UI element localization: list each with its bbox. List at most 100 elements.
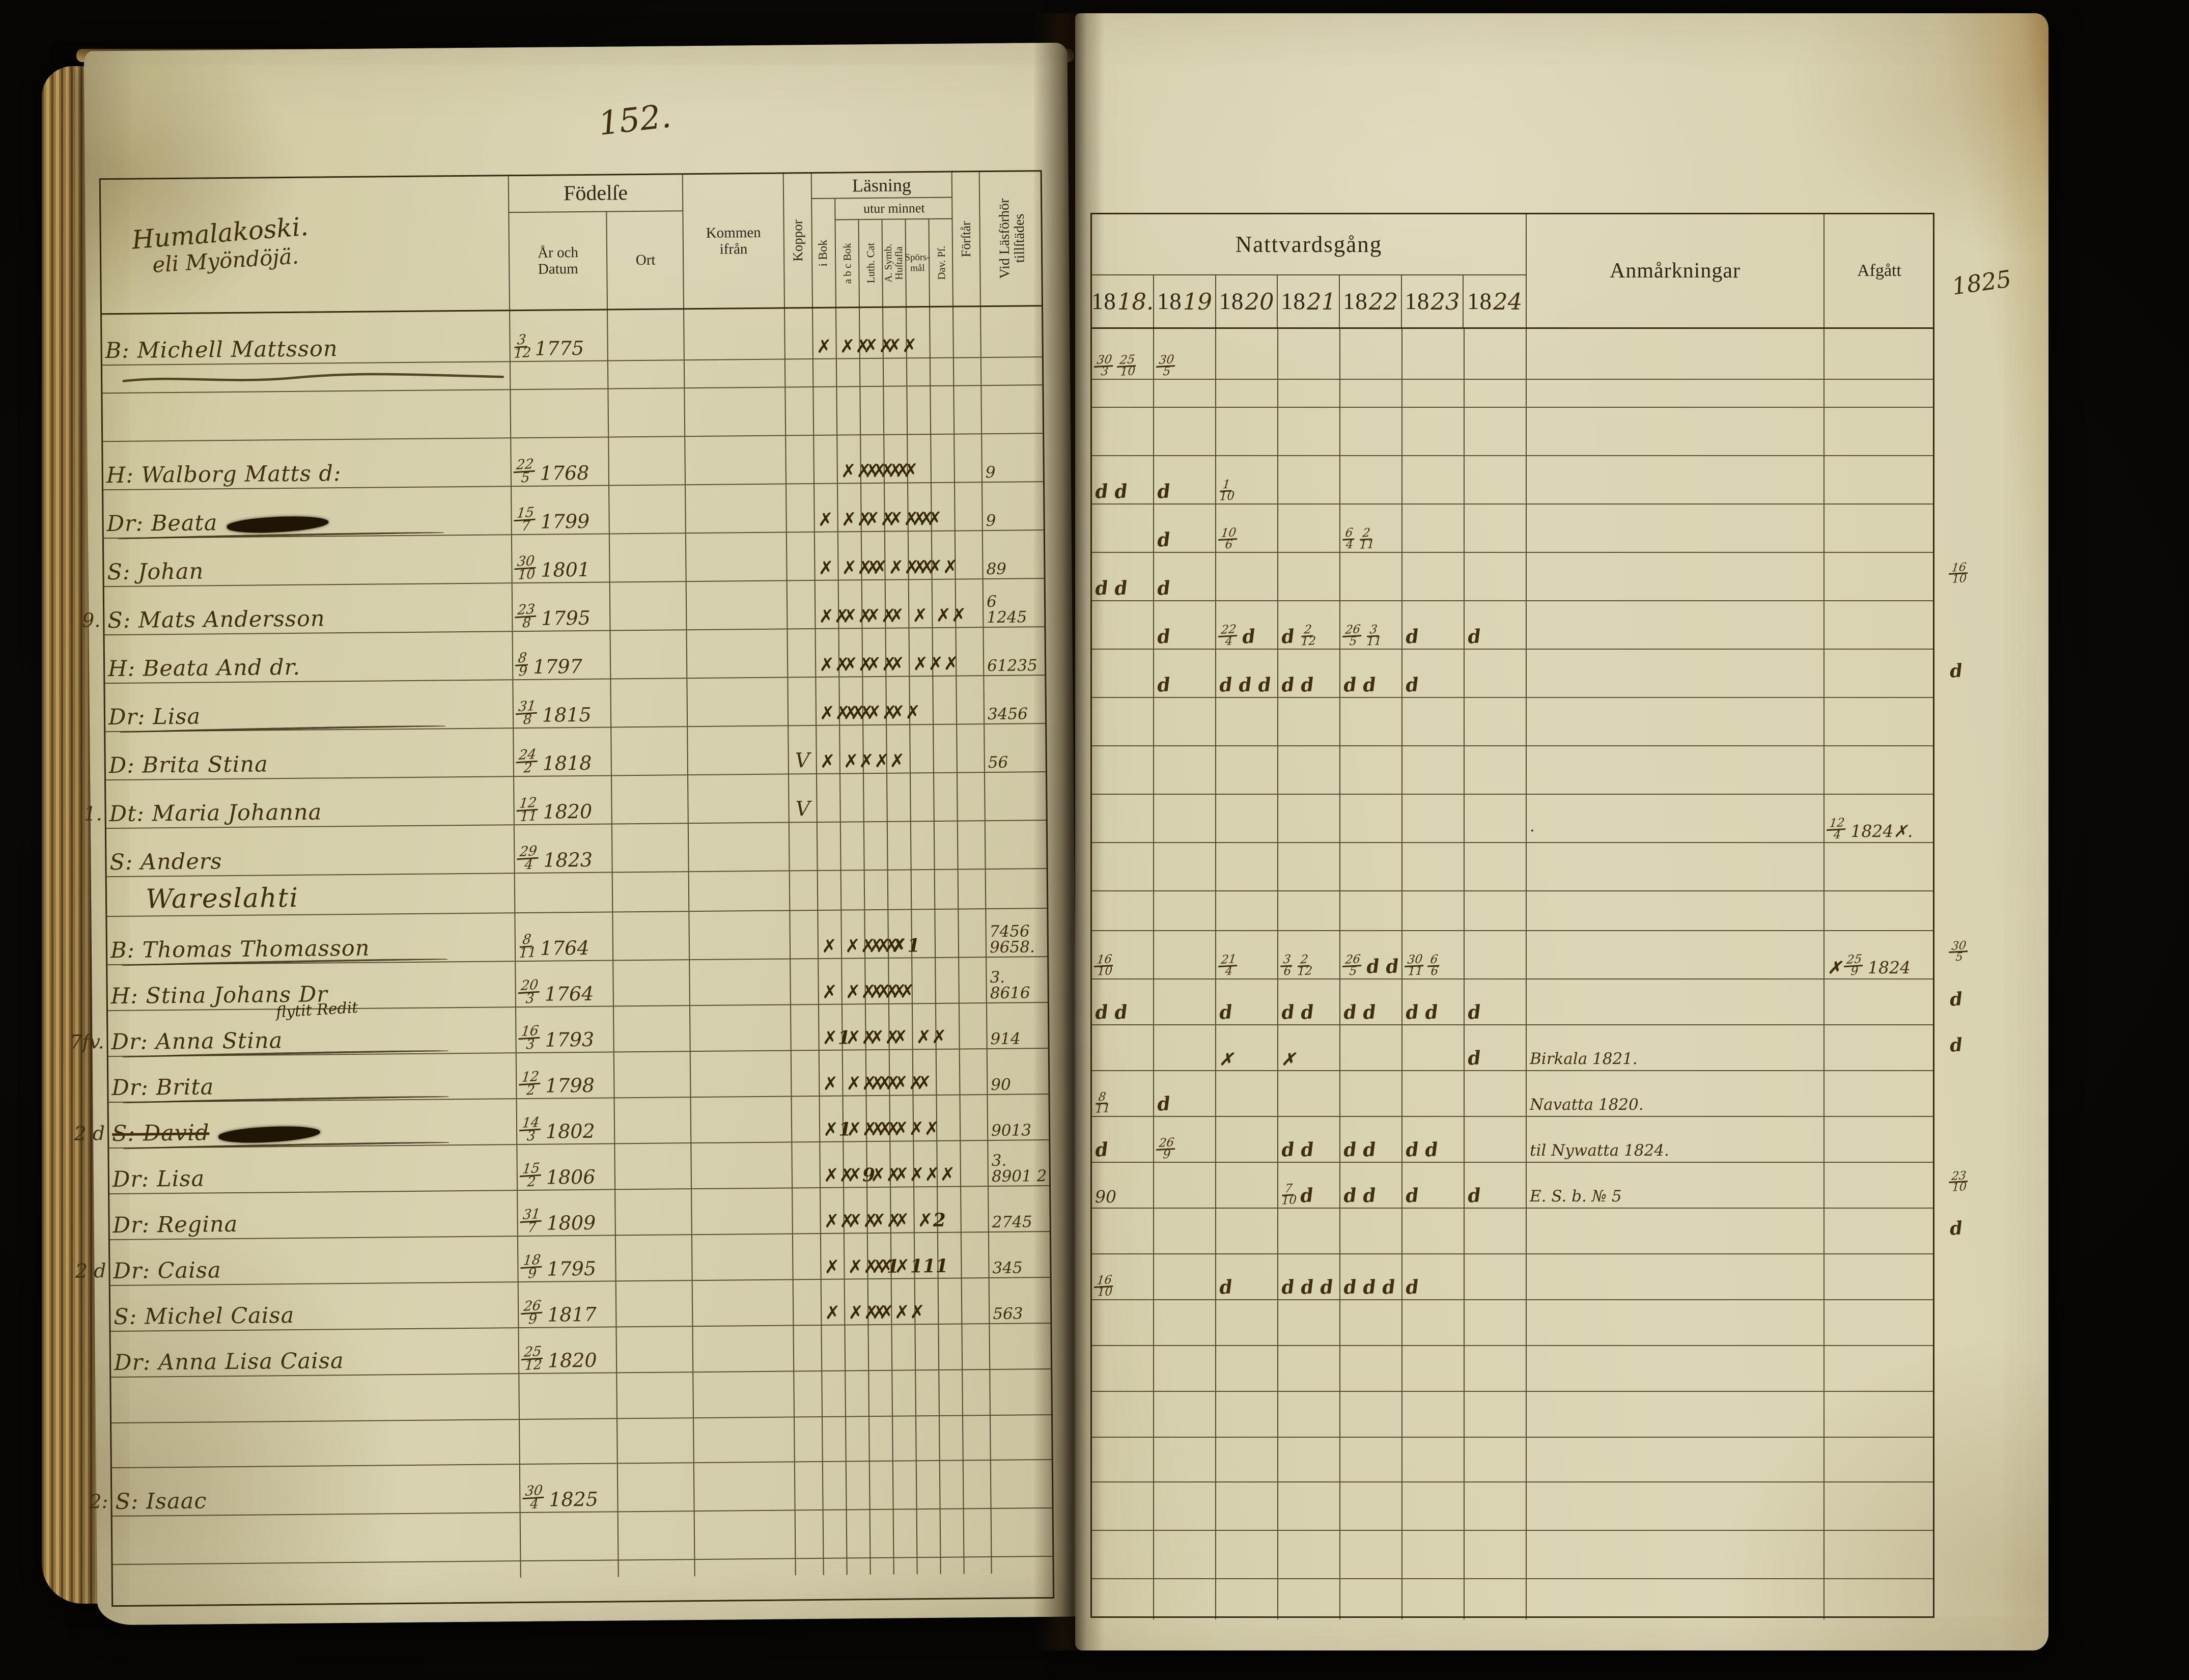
vid-lasforhor-cell: 2745 xyxy=(992,1213,1032,1232)
communion-year-cell xyxy=(1154,698,1216,745)
communion-year-cell xyxy=(1402,456,1465,503)
forstar-cell xyxy=(959,1003,988,1049)
communion-year-cell xyxy=(1402,1482,1465,1530)
table-row: 16 10 d d d d d d d d xyxy=(1092,1254,1933,1300)
vid-lasforhor-cell xyxy=(992,1508,1056,1556)
right-rows: 30 3 25 10 30 5 d d d 1 10 d 10 6 6 4 2 11 d d d d 22 4 d d 2 12 26 5… xyxy=(1092,329,1933,1619)
name-cell: 9. S: Mats Andersson xyxy=(82,583,513,635)
reading-marks-cell: ✗✗✗✗ xyxy=(840,725,905,773)
reading-marks-cell xyxy=(938,1278,963,1324)
extra-year-header: 1825 xyxy=(1939,213,2040,326)
communion-year-cell xyxy=(1154,1300,1216,1345)
table-row: Dr: Brita 12 2 1798 ✗ ✗✗✗ ✗✗ ✗✗ ✗ 90 xyxy=(108,1049,1049,1103)
reading-marks-cell xyxy=(887,822,912,870)
table-row: ✗ ✗ d Birkala 1821. xyxy=(1092,1025,1933,1071)
forstar-cell xyxy=(955,434,983,482)
ort-cell xyxy=(618,1511,695,1560)
extra-year-cell xyxy=(1939,695,2040,743)
vid-lasforhor-cell: 61235 xyxy=(987,656,1037,676)
birth-date-cell: 15 7 1799 xyxy=(512,486,610,535)
vid-lasforhor-cell xyxy=(985,772,1049,820)
reading-marks-cell xyxy=(823,1510,848,1558)
vid-lasforhor-cell: 9 xyxy=(986,511,996,530)
reading-marks-cell xyxy=(840,774,864,822)
reading-marks-cell: ✗✗ xyxy=(862,628,897,677)
reading-marks-cell: ✗✗ xyxy=(863,677,897,725)
forstar-cell xyxy=(957,773,986,821)
communion-year-cell: d xyxy=(1154,456,1216,503)
extra-year-cell xyxy=(1939,1297,2040,1343)
reading-marks-cell xyxy=(907,307,931,358)
afgatt-cell: ✗ 25 9 1824 xyxy=(1828,952,1911,978)
year-header-cell: 18 19 xyxy=(1154,275,1216,327)
reading-marks-cell xyxy=(935,909,960,957)
birth-date-cell xyxy=(511,389,609,438)
communion-year-cell: d xyxy=(1402,1254,1465,1299)
reading-marks-cell xyxy=(933,676,958,724)
reading-marks-cell: ✗✗ xyxy=(838,484,872,531)
communion-year-cell xyxy=(1216,329,1278,379)
header-sporsmal: Spörs- mål xyxy=(905,219,930,306)
kommen-cell xyxy=(690,1005,792,1051)
communion-year-cell: 6 4 2 11 xyxy=(1340,505,1402,552)
table-row xyxy=(1092,698,1933,746)
left-rows: B: Michell Mattsson 3 12 1775 ✗ ✗✗ ✗✗ ✗✗ H: Walb… xyxy=(70,306,1056,1582)
communion-year-cell xyxy=(1092,505,1154,552)
communion-year-cell xyxy=(1092,1579,1154,1619)
communion-year-cell xyxy=(1465,891,1527,930)
ort-cell xyxy=(613,912,690,960)
afgatt-cell xyxy=(1825,1482,1934,1530)
communion-year-cell: 7 10 d xyxy=(1278,1163,1340,1208)
communion-year-cell xyxy=(1402,1392,1465,1437)
extra-year-cell xyxy=(1939,326,2040,377)
anmarkning-cell: til Nywatta 1824. xyxy=(1527,1117,1825,1162)
reading-marks-cell xyxy=(817,822,841,870)
communion-year-cell xyxy=(1278,1579,1340,1619)
reading-marks-cell xyxy=(936,1003,960,1049)
reading-marks-cell xyxy=(916,1370,940,1416)
birth-date-cell xyxy=(510,361,609,389)
reading-marks-cell xyxy=(932,483,956,530)
birth-date-cell: 8 9 1797 xyxy=(513,631,611,680)
anmarkning-cell xyxy=(1527,601,1825,649)
communion-year-cell: d xyxy=(1216,979,1278,1024)
koppor-cell xyxy=(788,629,817,677)
table-row: 7fv. Dr: Anna Stina flytit Redit 16 3 1793 ✗1 ✗… xyxy=(70,999,1048,1057)
communion-year-cell xyxy=(1465,329,1527,379)
communion-year-cell xyxy=(1465,380,1527,407)
table-row xyxy=(111,1369,1052,1424)
reading-marks-cell xyxy=(871,1558,894,1575)
communion-year-cell: d xyxy=(1402,1163,1465,1208)
communion-year-cell xyxy=(1340,1209,1402,1253)
vid-lasforhor-cell: 9013 xyxy=(991,1121,1032,1140)
reading-marks-cell xyxy=(863,725,887,773)
koppor-cell xyxy=(787,532,816,580)
communion-year-cell xyxy=(1154,746,1216,794)
anmarkning-cell xyxy=(1527,843,1825,890)
communion-year-cell xyxy=(1154,931,1216,978)
reading-marks-cell xyxy=(813,387,838,435)
communion-year-cell xyxy=(1092,698,1154,745)
communion-year-cell: 21 4 xyxy=(1216,931,1278,978)
table-row: 9. S: Mats Andersson 23 8 1795 ✗✗ ✗✗ ✗✗ ✗ ✗ ✗✗ 6 124… xyxy=(82,579,1045,636)
table-row: 90 7 10 d d d d d E. S. b. № 5 xyxy=(1092,1163,1933,1209)
reading-marks-cell: ✗✗ xyxy=(821,1188,855,1233)
ort-label: Ort xyxy=(635,251,656,268)
reading-marks-cell xyxy=(935,870,959,909)
extra-year-cell xyxy=(1939,1435,2040,1479)
communion-year-cell xyxy=(1340,1392,1402,1437)
reading-marks-cell xyxy=(907,386,932,434)
communion-year-cell xyxy=(1402,1209,1465,1253)
ort-cell xyxy=(615,1189,692,1235)
communion-year-cell xyxy=(1154,1579,1216,1619)
reading-marks-cell: ✗✗✗ xyxy=(909,628,959,676)
reading-marks-cell: ✗✗✗✗✗ xyxy=(845,1279,925,1325)
extra-year-cell xyxy=(1939,1528,2040,1576)
reading-marks-cell xyxy=(910,676,934,724)
communion-year-cell xyxy=(1340,1300,1402,1345)
village-title-cell: Humalakoski. eli Myöndöjä. xyxy=(100,176,511,314)
communion-year-cell: d xyxy=(1154,553,1216,600)
